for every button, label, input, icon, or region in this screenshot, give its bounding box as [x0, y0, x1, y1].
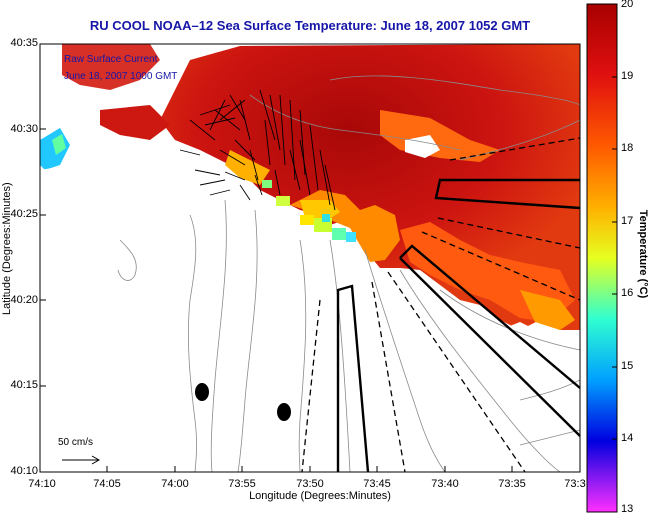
scale-label: 50 cm/s	[58, 437, 94, 448]
x-tick: 73:40	[431, 478, 459, 490]
colorbar-tick: 13	[621, 503, 634, 515]
transect-box-south	[336, 284, 370, 473]
coastline-land	[40, 148, 320, 472]
colorbar-tick: 15	[621, 360, 634, 372]
scale-arrow-icon	[62, 455, 101, 465]
cool-cell	[322, 214, 330, 222]
x-tick: 74:10	[28, 478, 56, 490]
transect-box-east	[434, 178, 581, 210]
colorbar-tick: 19	[621, 70, 634, 82]
colorbar-tick: 17	[621, 215, 634, 227]
warm-patch	[100, 105, 170, 140]
colorbar-tick: 20	[621, 0, 634, 10]
x-tick: 73:35	[498, 478, 526, 490]
y-tick: 40:25	[10, 208, 38, 220]
cool-cell	[276, 196, 290, 206]
overlay-line-1: Raw Surface Current	[64, 54, 158, 65]
warm-patch	[520, 290, 575, 330]
x-tick: 74:05	[93, 478, 121, 490]
y-tick: 40:10	[10, 465, 38, 477]
x-tick: 73:3	[564, 478, 586, 490]
transect-line	[399, 244, 581, 389]
station-marker	[195, 383, 209, 401]
overlay-line-2: June 18, 2007 1000 GMT	[64, 71, 178, 82]
y-tick: 40:30	[10, 123, 38, 135]
colorbar-ticks	[612, 3, 617, 513]
x-tick: 73:50	[296, 478, 324, 490]
cool-cell	[262, 180, 272, 188]
sst-field	[40, 44, 580, 472]
cool-cell	[332, 228, 346, 240]
x-tick: 73:55	[228, 478, 256, 490]
bathymetry-contours	[117, 75, 580, 472]
transect-line	[399, 257, 581, 437]
station-marker	[277, 403, 291, 421]
map-title: RU COOL NOAA–12 Sea Surface Temperature:…	[89, 18, 531, 33]
current-vectors	[179, 89, 336, 211]
colorbar-tick: 16	[621, 287, 634, 299]
axis-ticks	[39, 43, 513, 473]
colorbar-tick: 14	[621, 432, 634, 444]
warm-patch	[62, 44, 160, 90]
x-axis-label: Longitude (Degrees:Minutes)	[249, 490, 391, 502]
colorbar-tick: 18	[621, 142, 634, 154]
cool-cell	[346, 232, 356, 242]
colorbar	[586, 3, 618, 513]
colorbar-label: Temperature (°C)	[637, 209, 649, 299]
y-tick: 40:15	[10, 379, 38, 391]
cool-patch	[52, 134, 66, 155]
x-tick: 73:45	[363, 478, 391, 490]
warm-patch	[225, 150, 270, 185]
cool-cell	[300, 215, 314, 225]
y-tick: 40:20	[10, 294, 38, 306]
x-tick: 74:00	[161, 478, 189, 490]
sampling-tracks	[301, 137, 581, 473]
y-tick: 40:35	[10, 37, 38, 49]
